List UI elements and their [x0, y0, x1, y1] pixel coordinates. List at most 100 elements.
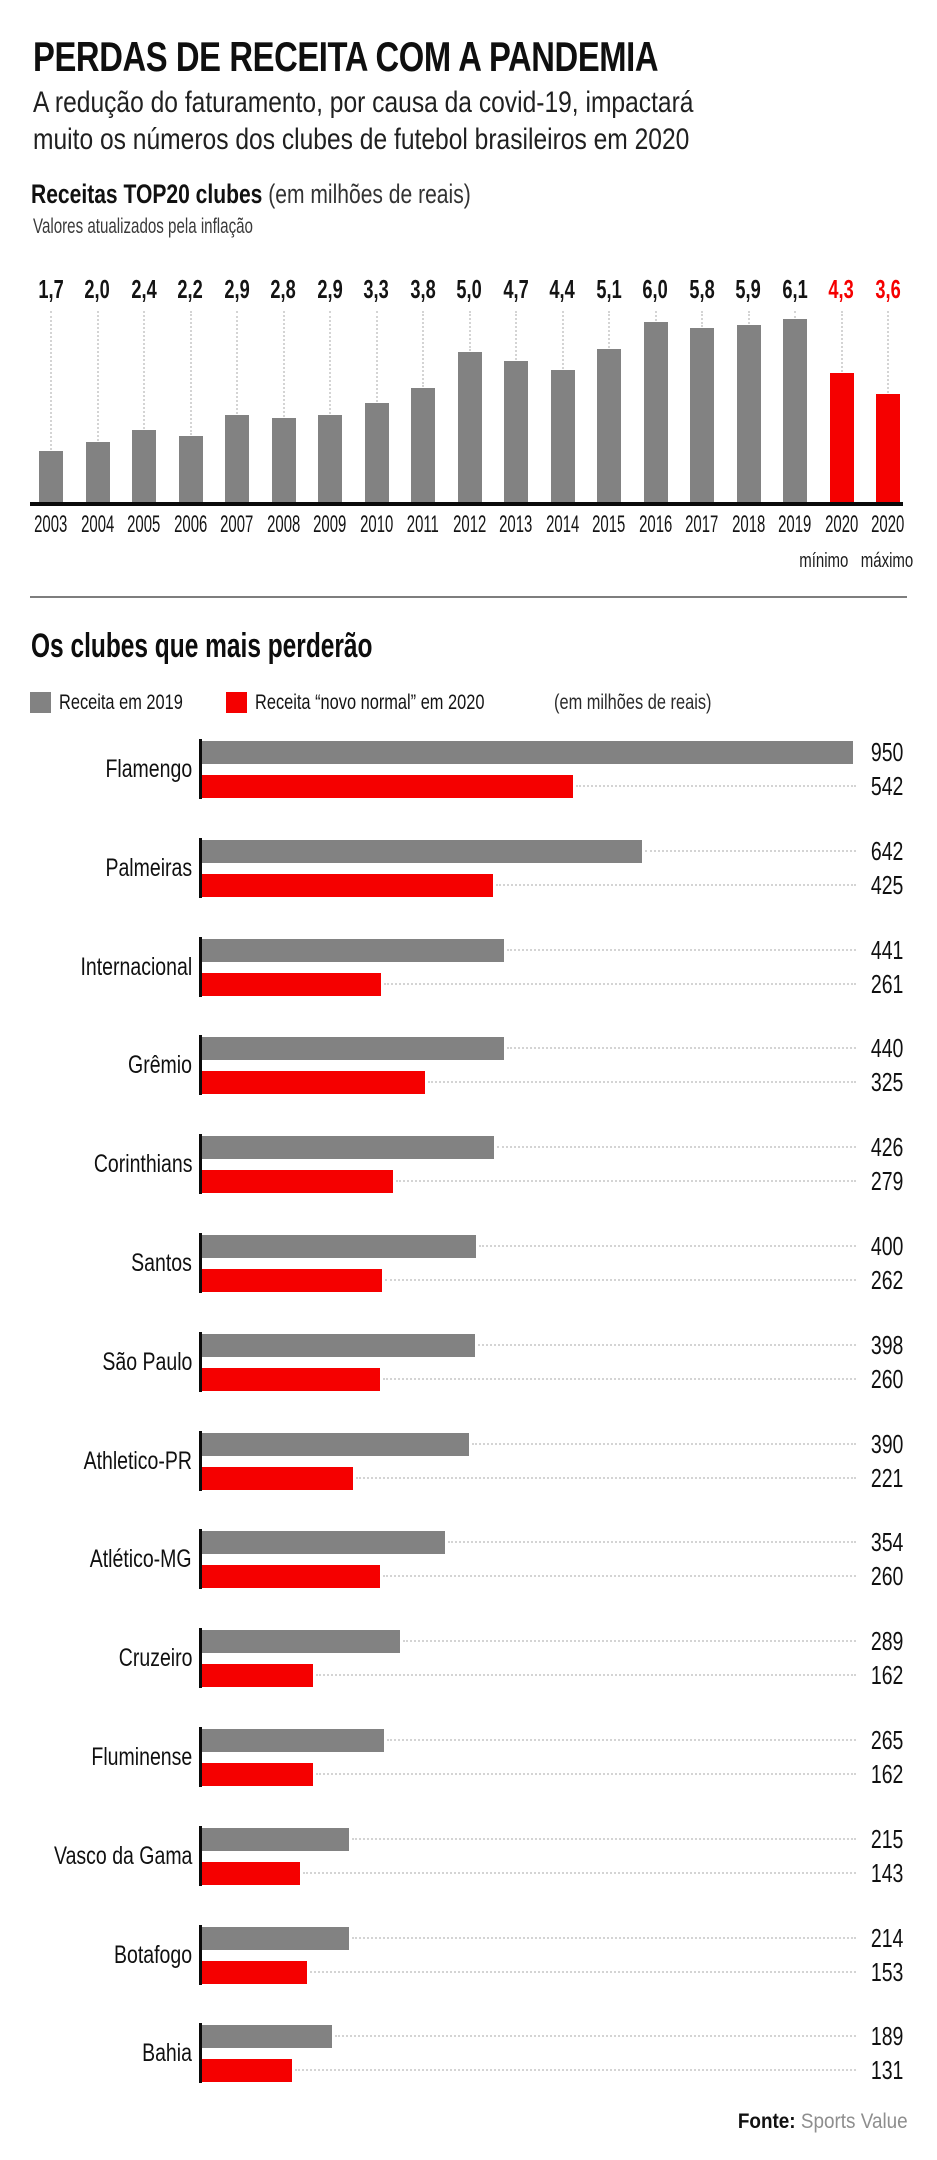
c1-bar-2003 [39, 451, 63, 502]
c2-bar-2019-4 [202, 1136, 494, 1159]
c1-year-label-16: 2019 [778, 511, 812, 538]
page-subtitle-line-2: muito os números dos clubes de futebol b… [33, 123, 690, 156]
c1-leader-16 [794, 311, 796, 318]
c2-value-2020-9: 162 [870, 1660, 903, 1690]
c2-leader-2019-5 [479, 1245, 856, 1247]
c2-axis-7 [199, 1431, 202, 1491]
c2-leader-2019-3 [507, 1047, 856, 1049]
c2-bar-2019-9 [202, 1630, 400, 1653]
club-label-1: Palmeiras [105, 854, 192, 882]
c2-bar-2019-0 [202, 741, 853, 764]
c2-value-2020-2: 261 [870, 969, 903, 999]
c2-value-2020-6: 260 [870, 1364, 903, 1394]
c2-leader-2020-8 [383, 1575, 856, 1577]
c1-value-label-16: 6,1 [782, 274, 808, 304]
c1-leader-18 [887, 311, 889, 393]
c2-leader-2020-1 [496, 884, 856, 886]
c2-leader-2020-13 [295, 2069, 856, 2071]
c1-value-label-15: 5,9 [735, 274, 762, 304]
c2-leader-2019-7 [472, 1443, 856, 1445]
c2-axis-3 [199, 1035, 202, 1095]
c2-value-2019-11: 215 [870, 1824, 903, 1854]
c1-bar-2020-máximo [876, 394, 900, 502]
club-label-5: Santos [131, 1249, 192, 1277]
c1-leader-13 [654, 311, 657, 321]
c2-leader-2019-10 [387, 1739, 856, 1741]
club-label-11: Vasco da Gama [53, 1842, 192, 1870]
c2-value-2020-1: 425 [870, 870, 903, 900]
c2-value-2019-0: 950 [870, 737, 903, 767]
c1-sublabel-mínimo: mínimo [799, 550, 849, 572]
c2-value-2019-2: 441 [870, 935, 903, 965]
c1-bar-2006 [178, 436, 203, 502]
c2-value-2019-3: 440 [870, 1033, 903, 1063]
c1-value-label-14: 5,8 [689, 274, 715, 304]
c1-leader-6 [329, 311, 331, 414]
c2-axis-4 [199, 1134, 202, 1194]
club-label-0: Flamengo [105, 755, 192, 783]
c1-bar-2009 [318, 415, 342, 502]
page-title: PERDAS DE RECEITA COM A PANDEMIA [33, 34, 834, 80]
club-label-3: Grêmio [128, 1051, 192, 1079]
c1-year-label-14: 2017 [685, 511, 719, 538]
c1-value-label-1: 2,0 [84, 274, 111, 304]
c1-year-label-13: 2016 [638, 511, 673, 538]
c1-value-label-8: 3,8 [410, 274, 436, 304]
c2-axis-8 [199, 1529, 202, 1589]
c2-leader-2019-4 [497, 1146, 856, 1148]
c1-value-label-7: 3,3 [363, 274, 390, 304]
c1-leader-12 [608, 311, 610, 348]
c2-bar-2019-8 [202, 1531, 445, 1554]
c2-leader-2020-4 [396, 1180, 856, 1182]
c1-leader-0 [50, 311, 52, 450]
c2-leader-2020-5 [385, 1279, 856, 1281]
c1-leader-15 [747, 311, 750, 324]
c2-leader-2019-12 [352, 1937, 856, 1939]
c2-bar-2020-13 [202, 2059, 292, 2082]
c1-leader-4 [236, 311, 238, 414]
club-label-8: Atlético-MG [90, 1545, 192, 1573]
source-label: Fonte: [738, 2110, 796, 2133]
c1-year-label-7: 2010 [359, 511, 394, 538]
c2-leader-2020-12 [310, 1971, 856, 1973]
c2-value-2019-5: 400 [870, 1231, 903, 1261]
c1-bar-2005 [132, 430, 156, 502]
c1-year-label-5: 2008 [266, 511, 301, 538]
legend-swatch-2020 [226, 692, 247, 713]
club-label-4: Corinthians [93, 1150, 192, 1178]
c1-bar-2016 [643, 322, 668, 502]
c2-value-2020-10: 162 [870, 1759, 903, 1789]
c1-value-label-11: 4,4 [549, 274, 576, 304]
c1-bar-2010 [364, 403, 389, 502]
source-credit: Fonte: Sports Value [500, 2110, 908, 2134]
c1-bar-2004 [85, 442, 110, 502]
chart2-heading: Os clubes que mais perderão [31, 627, 505, 665]
c2-bar-2019-11 [202, 1828, 349, 1851]
c2-leader-2020-9 [316, 1674, 856, 1676]
c2-bar-2019-5 [202, 1235, 476, 1258]
c2-axis-0 [199, 739, 202, 799]
c2-bar-2020-5 [202, 1269, 382, 1292]
c1-bar-2011 [411, 388, 435, 502]
c2-value-2019-6: 398 [870, 1330, 903, 1360]
chart1-heading: Receitas TOP20 clubes (em milhões de rea… [31, 179, 595, 209]
c1-year-label-15: 2018 [731, 511, 766, 538]
c2-value-2019-1: 642 [870, 836, 903, 866]
c1-year-label-12: 2015 [592, 511, 626, 538]
c2-value-2019-8: 354 [870, 1527, 903, 1557]
c2-value-2019-10: 265 [870, 1725, 903, 1755]
c1-value-label-2: 2,4 [131, 274, 157, 304]
c1-bar-2014 [550, 370, 575, 502]
c2-bar-2020-8 [202, 1565, 380, 1588]
c1-leader-7 [375, 311, 378, 402]
chart1-title: Receitas TOP20 clubes [31, 179, 263, 209]
c2-value-2020-7: 221 [870, 1463, 903, 1493]
c2-bar-2020-11 [202, 1862, 300, 1885]
c2-leader-2020-0 [576, 785, 856, 787]
c1-bar-2007 [225, 415, 249, 502]
chart1-footnote: Valores atualizados pela inflação [33, 215, 253, 238]
c1-leader-1 [96, 311, 99, 441]
chart1-unit-note: (em milhões de reais) [268, 179, 471, 209]
c1-year-label-6: 2009 [313, 511, 347, 538]
